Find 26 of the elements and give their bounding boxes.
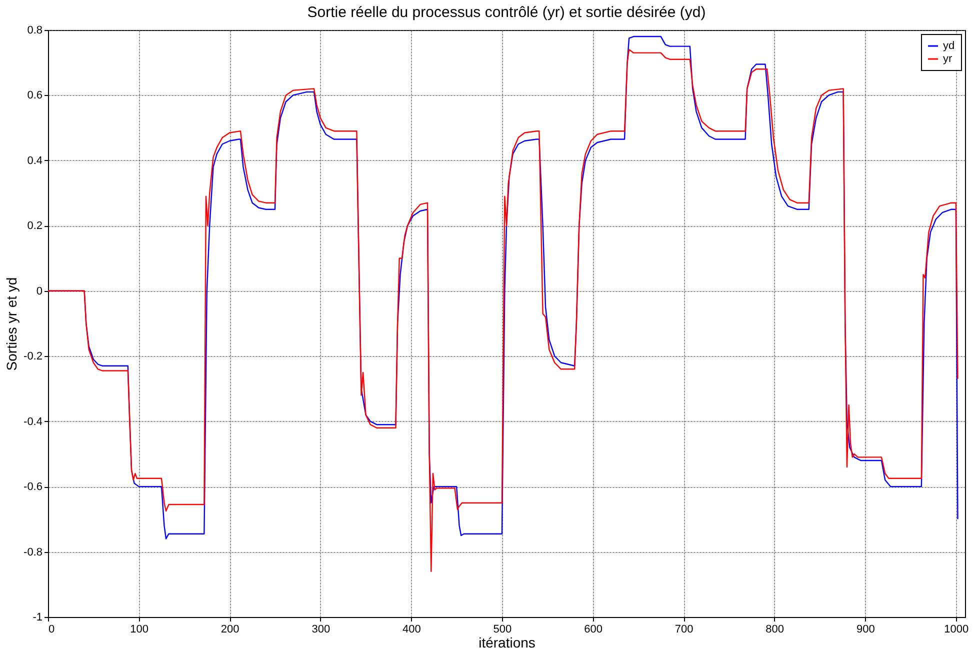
y-tick-label: 0.4 bbox=[27, 154, 42, 167]
x-tick-label: 400 bbox=[402, 624, 421, 636]
x-tick-label: 300 bbox=[312, 624, 330, 636]
y-tick-label: -0.6 bbox=[24, 481, 42, 494]
x-axis-title: itérations bbox=[478, 634, 536, 650]
x-tick-label: 800 bbox=[766, 624, 784, 636]
x-tick-label: 900 bbox=[856, 624, 875, 636]
y-axis-title: Sorties yr et yd bbox=[4, 277, 20, 371]
y-tick-label: -0.2 bbox=[24, 350, 42, 363]
y-tick-label: -0.8 bbox=[24, 546, 42, 558]
x-tick-label: 500 bbox=[493, 624, 512, 636]
y-tick-label: 0.6 bbox=[27, 90, 42, 102]
x-tick-label: 1000 bbox=[944, 624, 969, 636]
y-tick-label: 0.8 bbox=[27, 24, 42, 36]
x-tick-label: 600 bbox=[584, 624, 602, 636]
legend-label: yr bbox=[943, 53, 952, 65]
y-tick-label: -1 bbox=[32, 612, 42, 624]
chart-title: Sortie réelle du processus contrôlé (yr) et sortie désirée (yd) bbox=[307, 4, 706, 21]
x-tick-label: 0 bbox=[48, 624, 55, 636]
y-tick-label: 0.2 bbox=[27, 220, 42, 232]
x-tick-label: 700 bbox=[674, 624, 694, 636]
x-tick-label: 100 bbox=[130, 624, 148, 636]
y-tick-label: -0.4 bbox=[24, 416, 42, 428]
y-tick-label: 0 bbox=[36, 285, 42, 298]
x-tick-label: 200 bbox=[220, 624, 240, 636]
legend-label: yd bbox=[943, 40, 955, 52]
